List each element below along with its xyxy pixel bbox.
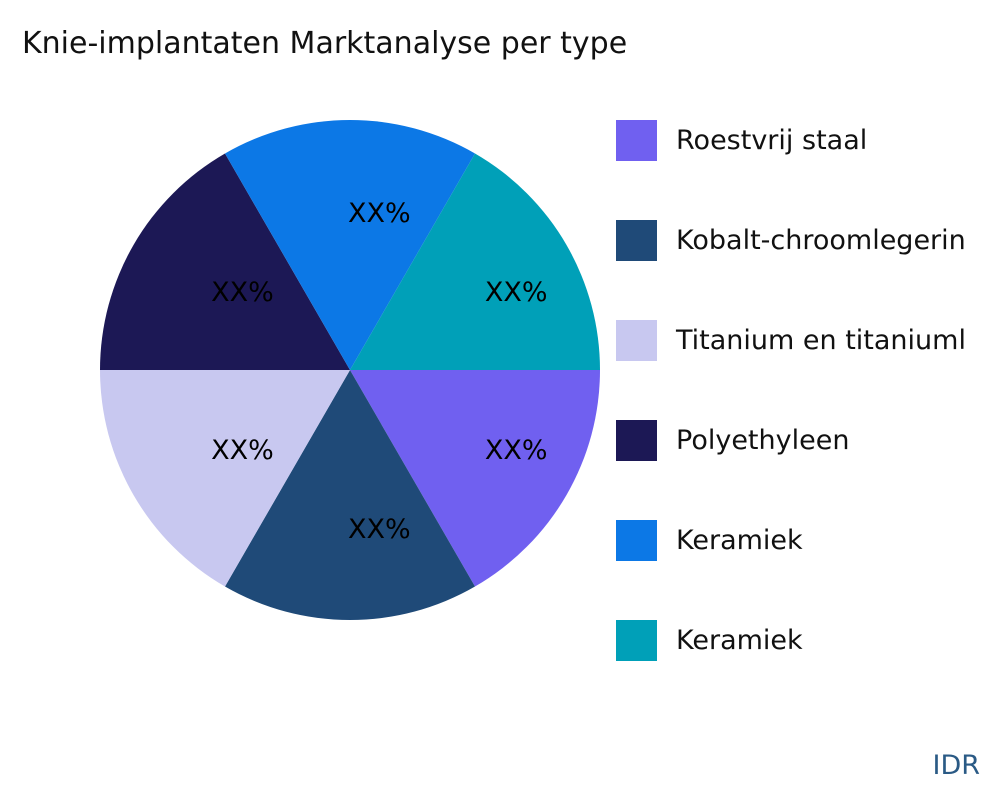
legend-item[interactable]: Kobalt-chroomlegerin	[616, 219, 1000, 261]
pie-slice[interactable]	[225, 370, 475, 620]
legend-swatch	[616, 219, 657, 261]
legend-swatch	[616, 619, 657, 661]
legend-swatch	[616, 419, 657, 461]
legend-item[interactable]: Keramiek	[616, 519, 1000, 561]
legend-item[interactable]: Titanium en titaniuml	[616, 319, 1000, 361]
legend-label: Roestvrij staal	[676, 124, 868, 156]
pie-slice[interactable]	[350, 153, 600, 370]
pie-slice[interactable]	[100, 153, 350, 370]
pie-slice[interactable]	[100, 370, 350, 587]
legend-item[interactable]: Polyethyleen	[616, 419, 1000, 461]
legend-label: Titanium en titaniuml	[676, 324, 966, 356]
legend-swatch	[616, 119, 657, 161]
legend-label: Keramiek	[676, 524, 803, 556]
legend-label: Keramiek	[676, 624, 803, 656]
legend-swatch	[616, 519, 657, 561]
legend-item[interactable]: Keramiek	[616, 619, 1000, 661]
slice-label: XX%	[348, 514, 411, 545]
legend-label: Kobalt-chroomlegerin	[676, 224, 966, 256]
slice-label: XX%	[211, 435, 274, 466]
legend-item[interactable]: Roestvrij staal	[616, 119, 1000, 161]
pie-slice[interactable]	[225, 119, 475, 370]
slice-label: XX%	[348, 198, 411, 229]
brand-logo: IDR	[932, 750, 980, 781]
slice-label: XX%	[485, 277, 548, 308]
chart-title: Knie-implantaten Marktanalyse per type	[22, 26, 628, 61]
slice-label: XX%	[485, 435, 548, 466]
legend-label: Polyethyleen	[676, 424, 850, 456]
legend-swatch	[616, 319, 657, 361]
slice-label: XX%	[211, 277, 274, 308]
pie-slice[interactable]	[350, 370, 600, 587]
